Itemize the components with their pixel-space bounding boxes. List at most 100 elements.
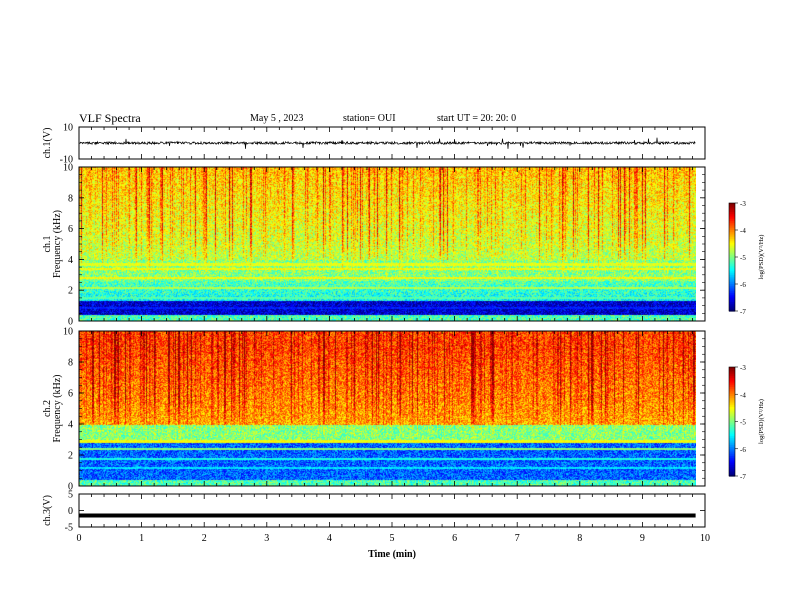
- colorbar-cell: [729, 388, 735, 392]
- colorbar-cell: [729, 468, 735, 472]
- colorbar-cell: [729, 244, 735, 247]
- colorbar-cell: [729, 377, 735, 381]
- colorbar-cell: [729, 300, 735, 303]
- x-axis-label: Time (min): [368, 549, 416, 560]
- colorbar-cell: [729, 367, 735, 370]
- colorbar-cell: [729, 278, 735, 281]
- colorbar-cell: [729, 461, 735, 464]
- colorbar-cell: [729, 291, 735, 294]
- colorbar-cell: [729, 280, 735, 283]
- colorbar-tick-label: -4: [740, 391, 746, 399]
- colorbar-cell: [729, 203, 735, 206]
- colorbar-cell: [729, 258, 735, 262]
- colorbar-cell: [729, 459, 735, 463]
- colorbar-cell: [729, 307, 735, 310]
- colorbar-cell: [729, 434, 735, 437]
- x-tick-label: 4: [327, 533, 332, 544]
- colorbar-cell: [729, 303, 735, 307]
- colorbar-cell: [729, 309, 735, 312]
- x-tick-label: 0: [77, 533, 82, 544]
- colorbar-cell: [729, 412, 735, 415]
- colorbar-cell: [729, 242, 735, 245]
- colorbar-cell: [729, 240, 735, 244]
- colorbar-cell: [729, 219, 735, 222]
- colorbar-cell: [729, 271, 735, 274]
- y-tick-label-ch3-waveform: -5: [65, 523, 73, 534]
- x-tick-label: 6: [452, 533, 457, 544]
- colorbar-tick-label: -7: [740, 308, 746, 316]
- x-tick-label: 10: [700, 533, 710, 544]
- colorbar-cell: [729, 204, 735, 208]
- colorbar-cell: [729, 394, 735, 397]
- colorbar-cell: [729, 381, 735, 384]
- colorbar-cell: [729, 212, 735, 215]
- colorbar-cell: [729, 386, 735, 390]
- figure-title: VLF Spectra: [79, 111, 141, 125]
- colorbar-cell: [729, 237, 735, 240]
- colorbar-cell: [729, 302, 735, 305]
- colorbar-cell: [729, 221, 735, 224]
- colorbar-cell: [729, 443, 735, 446]
- colorbar-cell: [729, 294, 735, 298]
- colorbar-cell: [729, 374, 735, 377]
- colorbar-cell: [729, 399, 735, 403]
- colorbar-cell: [729, 224, 735, 227]
- y-tick-label-ch2-spectrogram: 10: [63, 327, 73, 338]
- colorbar-cell: [729, 417, 735, 421]
- colorbar-cell: [729, 235, 735, 238]
- colorbar-cell: [729, 426, 735, 430]
- colorbar-cell: [729, 405, 735, 408]
- colorbar-cell: [729, 273, 735, 276]
- colorbar-cell: [729, 260, 735, 263]
- colorbar-cell: [729, 276, 735, 280]
- colorbar-cell: [729, 285, 735, 289]
- ch2-spec-ylabel-1: ch.2: [42, 400, 53, 417]
- colorbar-cell: [729, 269, 735, 272]
- y-tick-label-ch2-spectrogram: 8: [68, 358, 73, 369]
- colorbar-cell: [729, 457, 735, 461]
- colorbar-cell: [729, 267, 735, 271]
- colorbar-cell: [729, 284, 735, 287]
- colorbar-cell: [729, 210, 735, 213]
- colorbar-cell: [729, 275, 735, 278]
- colorbar-cell: [729, 414, 735, 417]
- colorbar-cell: [729, 470, 735, 473]
- colorbar-cell: [729, 446, 735, 450]
- colorbar-label: log(PSD)(V²/Hz): [758, 235, 765, 280]
- colorbar-cell: [729, 289, 735, 292]
- colorbar-cell: [729, 298, 735, 301]
- colorbar-cell: [729, 439, 735, 443]
- colorbar-cell: [729, 472, 735, 475]
- colorbar-cell: [729, 385, 735, 388]
- colorbar-cell: [729, 370, 735, 374]
- colorbar-cell: [729, 441, 735, 444]
- colorbar-cell: [729, 428, 735, 432]
- colorbar-cell: [729, 282, 735, 285]
- colorbar-cell: [729, 401, 735, 404]
- y-tick-label-ch1-spectrogram: 8: [68, 193, 73, 204]
- colorbar-cell: [729, 253, 735, 256]
- y-tick-label-ch2-spectrogram: 0: [68, 482, 73, 493]
- x-tick-label: 8: [577, 533, 582, 544]
- colorbar-cell: [729, 463, 735, 466]
- colorbar-cell: [729, 406, 735, 410]
- y-tick-label-ch1-waveform: 10: [63, 123, 73, 134]
- ch2-spectrogram-image: [79, 331, 696, 486]
- colorbar-cell: [729, 305, 735, 308]
- colorbar-cell: [729, 248, 735, 251]
- colorbar-tick-label: -4: [740, 227, 746, 235]
- x-tick-label: 3: [264, 533, 269, 544]
- colorbar-cell: [729, 432, 735, 435]
- colorbar-cell: [729, 226, 735, 229]
- colorbar-cell: [729, 206, 735, 209]
- x-tick-label: 9: [640, 533, 645, 544]
- colorbar-cell: [729, 474, 735, 477]
- date-label: May 5 , 2023: [250, 113, 304, 124]
- y-tick-label-ch1-spectrogram: 2: [68, 286, 73, 297]
- colorbar-cell: [729, 264, 735, 267]
- start-time-label: start UT = 20: 20: 0: [437, 113, 517, 124]
- y-tick-label-ch1-spectrogram: 10: [63, 163, 73, 174]
- colorbar-label: log(PSD)(V²/Hz): [758, 399, 765, 444]
- colorbar-cell: [729, 397, 735, 401]
- colorbar-cell: [729, 392, 735, 395]
